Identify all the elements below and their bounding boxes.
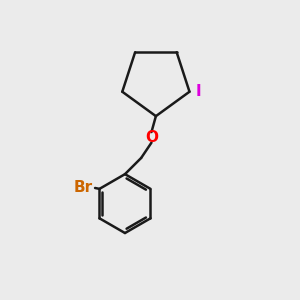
Text: I: I bbox=[196, 84, 202, 99]
Text: O: O bbox=[145, 130, 158, 145]
Text: Br: Br bbox=[74, 180, 93, 195]
